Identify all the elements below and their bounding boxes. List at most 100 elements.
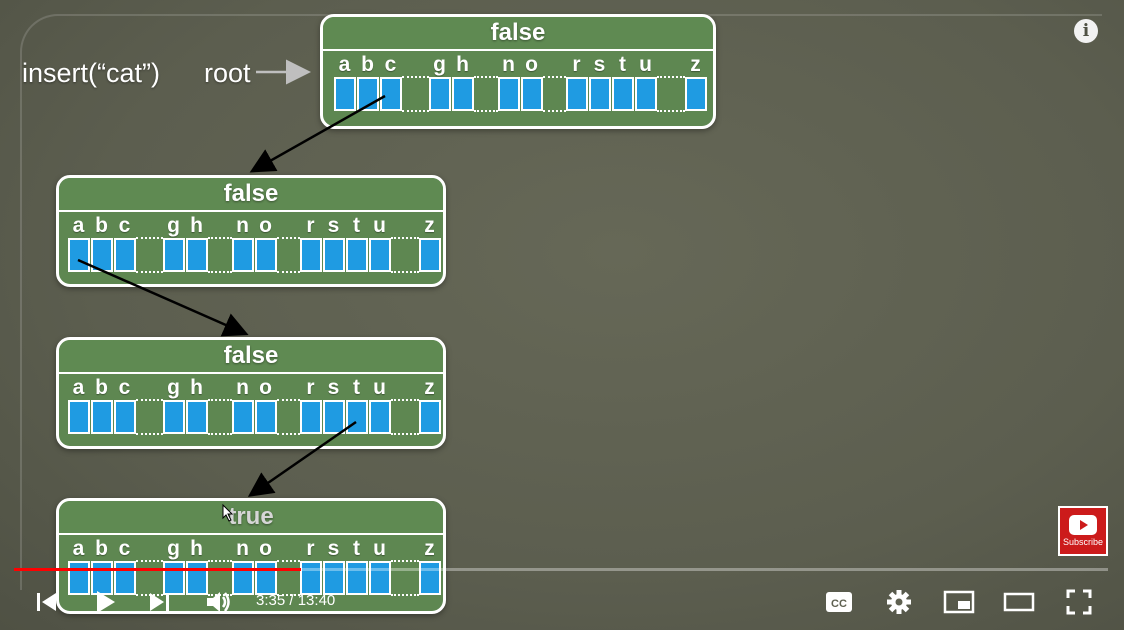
ellipsis-connector [543, 110, 566, 112]
child-pointer-r [566, 77, 588, 111]
settings-icon[interactable] [885, 588, 913, 616]
child-letter-a: a [72, 214, 85, 237]
child-letter-t: t [353, 537, 360, 560]
child-pointer-o [521, 77, 543, 111]
child-letter-s: s [327, 214, 340, 237]
root-label: root [204, 58, 251, 88]
time-display: 3:35 / 13:40 [256, 592, 335, 609]
child-pointer-s [323, 400, 345, 434]
pointer-a-arrow [77, 258, 249, 337]
ellipsis-connector [657, 110, 685, 112]
child-letter-z: z [424, 376, 435, 399]
child-letter-u: u [639, 53, 652, 76]
child-pointer-u [369, 561, 391, 595]
captions-icon[interactable]: CC [824, 589, 854, 615]
child-letter-b: b [95, 537, 108, 560]
child-pointer-r [300, 400, 322, 434]
child-letter-r: r [306, 537, 315, 560]
child-letter-z: z [690, 53, 701, 76]
child-pointer-h [452, 77, 474, 111]
child-letter-r: r [306, 376, 315, 399]
child-pointer-s [589, 77, 611, 111]
child-letter-a: a [72, 537, 85, 560]
child-letter-u: u [373, 376, 386, 399]
child-letter-r: r [306, 214, 315, 237]
child-pointer-r [300, 561, 322, 595]
fullscreen-icon[interactable] [1065, 588, 1093, 616]
next-icon[interactable] [146, 589, 172, 615]
ellipsis-connector [136, 237, 163, 239]
child-letter-g: g [167, 376, 180, 399]
node-flag: false [59, 178, 443, 212]
child-letter-g: g [167, 537, 180, 560]
child-letter-t: t [619, 53, 626, 76]
child-pointer-u [369, 400, 391, 434]
child-pointer-a [68, 400, 90, 434]
play-icon[interactable] [92, 588, 118, 616]
child-letter-b: b [95, 376, 108, 399]
child-pointer-h [186, 400, 208, 434]
node-flag: false [59, 340, 443, 374]
youtube-logo-icon [1069, 515, 1097, 535]
child-pointer-o [255, 238, 277, 272]
previous-icon[interactable] [34, 589, 60, 615]
child-letter-c: c [118, 214, 131, 237]
ellipsis-connector [208, 560, 232, 562]
ellipsis-connector [277, 560, 300, 562]
child-pointer-n [232, 400, 254, 434]
time-separator: / [285, 592, 298, 609]
child-letter-o: o [259, 537, 272, 560]
ellipsis-connector [136, 594, 163, 596]
child-pointer-t [346, 238, 368, 272]
child-letter-r: r [572, 53, 581, 76]
child-letter-g: g [167, 214, 180, 237]
ellipsis-connector [208, 237, 232, 239]
child-pointer-z [685, 77, 707, 111]
ellipsis-connector [402, 110, 429, 112]
theater-icon[interactable] [1003, 588, 1035, 616]
ellipsis-connector [391, 560, 419, 562]
ellipsis-connector [277, 237, 300, 239]
child-pointer-b [91, 400, 113, 434]
volume-icon[interactable] [204, 588, 234, 616]
child-pointer-c [114, 400, 136, 434]
ellipsis-connector [136, 560, 163, 562]
child-letter-g: g [433, 53, 446, 76]
child-letter-o: o [259, 214, 272, 237]
ellipsis-connector [136, 271, 163, 273]
child-letter-c: c [118, 376, 131, 399]
child-pointer-z [419, 238, 441, 272]
svg-text:CC: CC [831, 598, 847, 610]
child-letter-b: b [95, 214, 108, 237]
ellipsis-connector [402, 76, 429, 78]
node-flag: false [323, 17, 713, 51]
pointer-t-arrow [247, 420, 357, 497]
ellipsis-connector [657, 76, 685, 78]
node-flag: true [59, 501, 443, 535]
ellipsis-connector [208, 399, 232, 401]
child-pointer-u [369, 238, 391, 272]
miniplayer-icon[interactable] [943, 588, 975, 616]
child-letter-c: c [384, 53, 397, 76]
ellipsis-connector [391, 237, 419, 239]
subscribe-button[interactable]: Subscribe [1058, 506, 1108, 556]
ellipsis-connector [474, 76, 498, 78]
ellipsis-connector [136, 433, 163, 435]
child-letter-z: z [424, 214, 435, 237]
child-pointer-o [255, 400, 277, 434]
child-letter-h: h [190, 376, 203, 399]
progress-bar[interactable] [14, 568, 1108, 571]
ellipsis-connector [277, 399, 300, 401]
child-letter-t: t [353, 376, 360, 399]
subscribe-label: Subscribe [1062, 537, 1104, 547]
child-pointer-g [163, 400, 185, 434]
info-icon[interactable]: i [1074, 19, 1098, 43]
child-letter-c: c [118, 537, 131, 560]
